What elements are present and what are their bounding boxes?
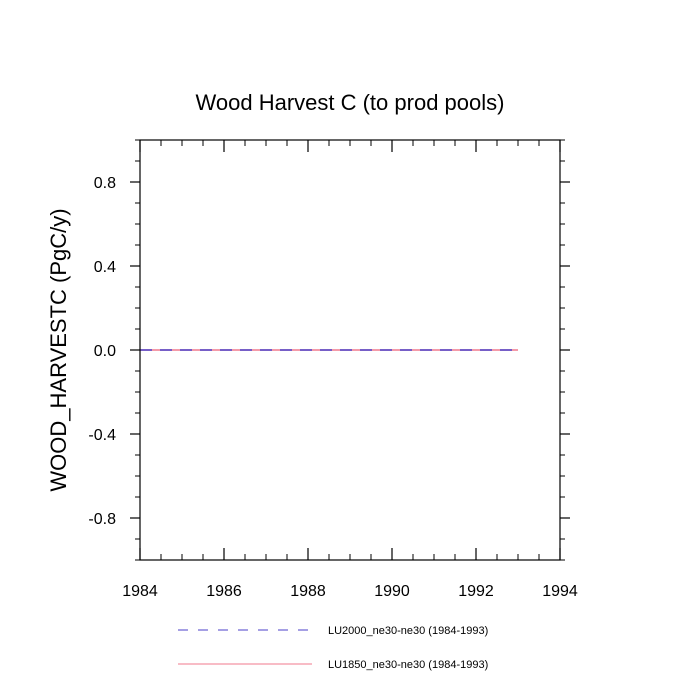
y-axis-label: WOOD_HARVESTC (PgC/y) <box>46 208 71 491</box>
x-tick-label: 1990 <box>374 583 410 600</box>
x-tick-label: 1992 <box>458 583 494 600</box>
plot-frame <box>139 139 561 561</box>
tick-labels: 1984 1986 1988 1990 1992 1994 -0.8 -0.4 0.0 0.4 0.… <box>88 175 577 600</box>
y-tick-label: -0.8 <box>88 511 116 528</box>
y-tick-label: -0.4 <box>88 427 116 444</box>
legend: LU2000_ne30-ne30 (1984-1993) LU1850_ne30-… <box>178 625 488 671</box>
x-tick-label: 1988 <box>290 583 326 600</box>
legend-label: LU1850_ne30-ne30 (1984-1993) <box>328 659 488 671</box>
legend-label: LU2000_ne30-ne30 (1984-1993) <box>328 625 488 637</box>
x-tick-label: 1986 <box>206 583 242 600</box>
chart-title: Wood Harvest C (to prod pools) <box>196 90 505 115</box>
y-tick-label: 0.0 <box>94 343 116 360</box>
x-tick-label: 1984 <box>122 583 158 600</box>
x-tick-label: 1994 <box>542 583 578 600</box>
y-tick-label: 0.8 <box>94 175 116 192</box>
y-tick-label: 0.4 <box>94 259 116 276</box>
